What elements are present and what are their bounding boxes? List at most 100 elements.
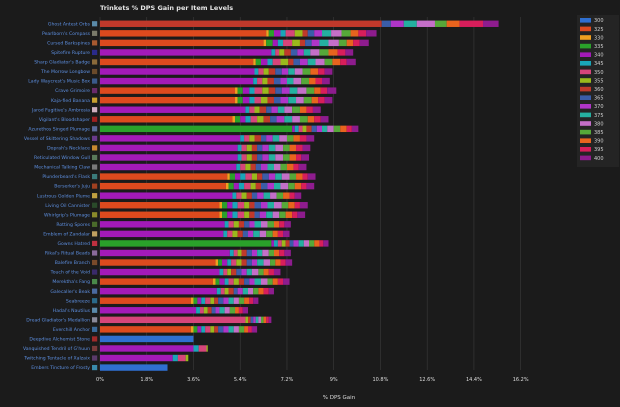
trinket-icon bbox=[92, 59, 98, 65]
bar-segment bbox=[236, 259, 242, 266]
x-tick-label: 5.4% bbox=[234, 377, 247, 383]
bar-segment bbox=[257, 144, 263, 152]
bar-segment bbox=[294, 68, 303, 75]
bar-segment bbox=[100, 30, 267, 37]
bar-row bbox=[100, 307, 249, 314]
trinket-icon bbox=[92, 240, 98, 247]
bar-segment bbox=[299, 116, 308, 123]
bar-segment bbox=[316, 125, 323, 133]
bar-segment bbox=[219, 307, 225, 314]
bar-segment bbox=[273, 240, 278, 247]
bar-segment bbox=[275, 154, 284, 161]
x-tick-label: 10.8% bbox=[372, 377, 388, 383]
bar-segment bbox=[285, 240, 290, 247]
bar-segment bbox=[229, 249, 234, 257]
row-label: Sharp Gladiator's Badge bbox=[34, 60, 90, 66]
legend-label: 345 bbox=[594, 61, 604, 67]
row-label: Doprah's Necklace bbox=[47, 146, 90, 152]
bar-segment bbox=[262, 173, 269, 180]
bar-segment bbox=[358, 30, 367, 37]
trinket-icon bbox=[92, 212, 98, 218]
bar-segment bbox=[236, 192, 242, 199]
bar-segment bbox=[294, 182, 302, 190]
bar-segment bbox=[237, 202, 245, 209]
bar-row bbox=[100, 287, 274, 295]
bar-segment bbox=[248, 316, 251, 324]
bar-segment bbox=[250, 116, 258, 123]
bar-segment bbox=[260, 278, 268, 285]
bar-segment bbox=[340, 58, 347, 66]
bar-segment bbox=[315, 77, 323, 85]
bar-segment bbox=[100, 316, 246, 324]
legend-label: 380 bbox=[594, 121, 604, 127]
bar-segment bbox=[241, 192, 247, 199]
bar-segment bbox=[244, 135, 250, 142]
bar-segment bbox=[214, 326, 219, 333]
bar-segment bbox=[233, 326, 239, 333]
bar-segment bbox=[235, 307, 239, 314]
bar-segment bbox=[205, 297, 211, 304]
row-label: Galecaller's Beak bbox=[50, 289, 90, 295]
bar-segment bbox=[359, 39, 369, 47]
trinket-icon bbox=[92, 231, 98, 237]
bar-segment bbox=[100, 297, 191, 304]
bar-segment bbox=[322, 125, 328, 133]
bar-segment bbox=[227, 173, 230, 180]
bar-segment bbox=[218, 326, 224, 333]
bar-segment bbox=[279, 221, 285, 228]
bar-segment bbox=[224, 278, 229, 285]
bar-segment bbox=[257, 173, 263, 180]
bar-segment bbox=[266, 230, 273, 238]
bar-segment bbox=[350, 30, 359, 37]
bar-segment bbox=[286, 135, 294, 142]
bar-segment bbox=[248, 230, 254, 238]
legend-swatch bbox=[580, 78, 591, 83]
bar-segment bbox=[245, 163, 251, 171]
trinket-icon bbox=[92, 193, 98, 199]
bar-segment bbox=[266, 135, 273, 142]
bar-segment bbox=[262, 77, 268, 85]
bar-segment bbox=[210, 297, 215, 304]
trinket-icon bbox=[92, 68, 98, 75]
bar-segment bbox=[242, 87, 250, 94]
bar-row bbox=[100, 278, 290, 285]
bar-segment bbox=[390, 20, 404, 27]
bar-segment bbox=[309, 240, 315, 247]
bar-segment bbox=[303, 240, 310, 247]
bar-segment bbox=[277, 240, 282, 247]
legend-label: 385 bbox=[594, 130, 604, 136]
bar-row bbox=[100, 202, 308, 209]
bar-segment bbox=[275, 87, 282, 94]
bar-segment bbox=[215, 307, 220, 314]
bar-segment bbox=[253, 297, 259, 304]
bar-segment bbox=[268, 287, 274, 295]
bar-segment bbox=[219, 278, 225, 285]
bar-segment bbox=[241, 259, 247, 266]
bar-row bbox=[100, 106, 321, 113]
bar-segment bbox=[254, 96, 261, 104]
row-label: Deepdive Alchemist Stone bbox=[29, 337, 90, 343]
bar-segment bbox=[249, 106, 255, 113]
bar-segment bbox=[235, 96, 238, 104]
legend-swatch bbox=[580, 18, 591, 23]
bar-segment bbox=[306, 125, 312, 133]
bar-row bbox=[100, 249, 291, 257]
bar-segment bbox=[303, 49, 311, 56]
bar-segment bbox=[303, 96, 312, 104]
bar-segment bbox=[273, 77, 281, 85]
bar-segment bbox=[307, 58, 316, 66]
bar-segment bbox=[250, 163, 256, 171]
bar-segment bbox=[237, 144, 242, 152]
bar-segment bbox=[231, 268, 237, 276]
bar-segment bbox=[263, 116, 271, 123]
bar-row bbox=[100, 135, 315, 142]
bar-segment bbox=[197, 297, 202, 304]
bar-segment bbox=[268, 316, 272, 324]
trinket-icon bbox=[92, 173, 98, 180]
bar-segment bbox=[185, 354, 189, 362]
bar-segment bbox=[259, 230, 267, 238]
bar-segment bbox=[299, 135, 307, 142]
bar-row bbox=[100, 163, 307, 171]
bar-segment bbox=[272, 278, 278, 285]
